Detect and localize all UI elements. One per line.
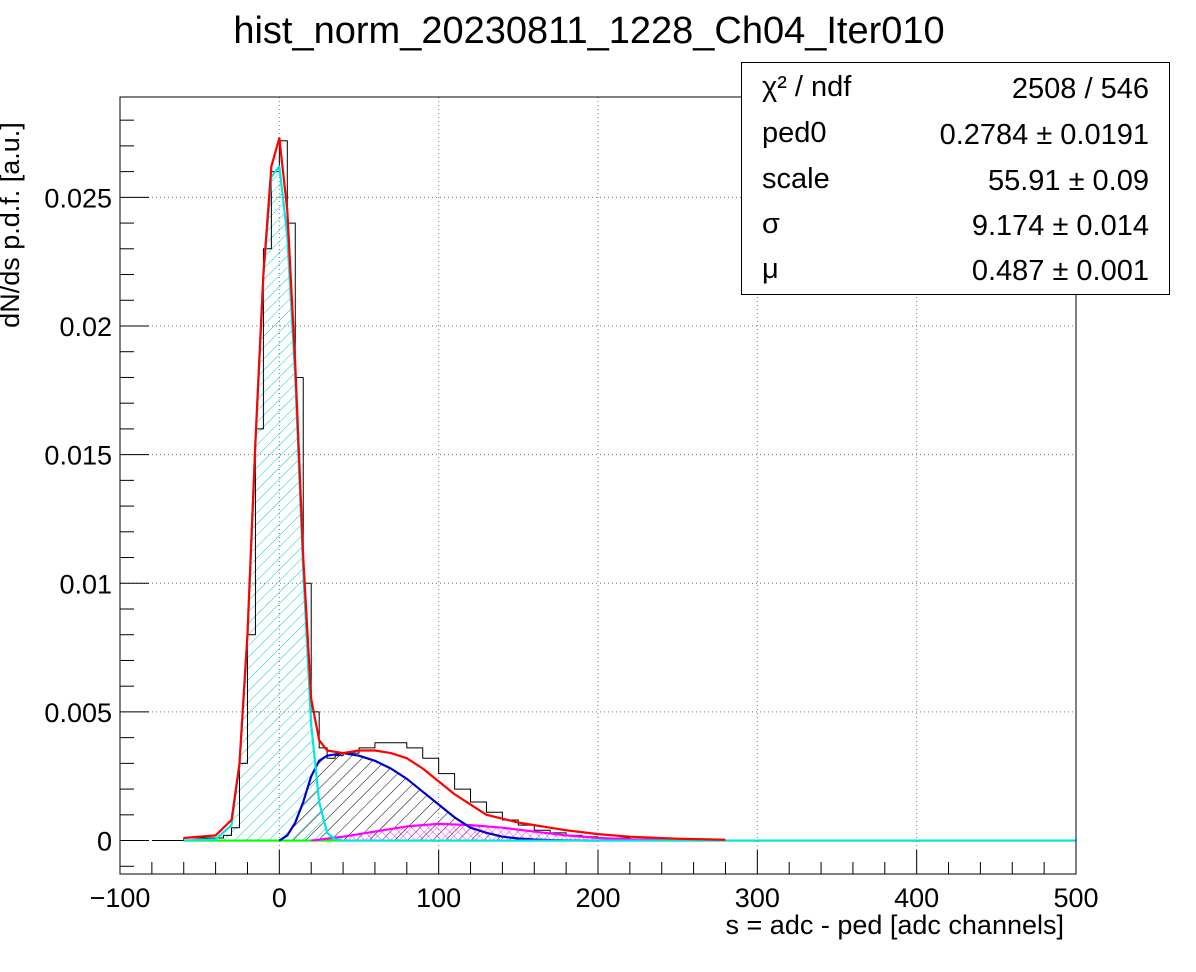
x-tick-label: 300 (735, 883, 780, 913)
x-tick-label: 0 (272, 883, 287, 913)
stat-name: μ (762, 253, 779, 285)
component-fill-pedestal (183, 166, 1076, 841)
stat-name: σ (762, 208, 780, 240)
stat-row-ped0: ped0 0.2784 ± 0.0191 (742, 113, 1169, 159)
stat-value: 55.91 ± 0.09 (987, 165, 1149, 197)
series-total-fit (183, 137, 726, 841)
series-layer (151, 137, 1076, 842)
chart-title: hist_norm_20230811_1228_Ch04_Iter010 (233, 10, 945, 52)
stat-row-mu: μ 0.487 ± 0.001 (742, 249, 1169, 295)
y-tick-label: 0.025 (44, 183, 112, 213)
x-tick-label: 100 (416, 883, 461, 913)
axes: −100 0 100 200 300 400 500 0 0.005 0.01 0.015 0.02 0… (44, 119, 1099, 913)
y-tick-label: 0.02 (59, 312, 112, 342)
y-axis-label: dN/ds p.d.f. [a.u.] (0, 122, 25, 328)
series-1-pe (278, 751, 599, 842)
x-tick-label: 500 (1053, 883, 1098, 913)
stat-value: 0.2784 ± 0.0191 (939, 119, 1149, 151)
x-axis-label: s = adc - ped [adc channels] (725, 910, 1064, 940)
stat-name: scale (762, 163, 830, 195)
stat-name: ped0 (762, 117, 827, 149)
stat-value: 2508 / 546 (1011, 73, 1149, 105)
stat-value: 0.487 ± 0.001 (971, 255, 1149, 287)
y-tick-label: 0.005 (44, 698, 112, 728)
stat-row-sigma: σ 9.174 ± 0.014 (742, 204, 1169, 250)
y-tick-label: 0.015 (44, 441, 112, 471)
stat-value: 9.174 ± 0.014 (971, 210, 1149, 242)
x-tick-label: 200 (575, 883, 620, 913)
stat-row-scale: scale 55.91 ± 0.09 (742, 159, 1169, 205)
x-tick-label: 400 (894, 883, 939, 913)
fit-stats-box: χ² / ndf 2508 / 546 ped0 0.2784 ± 0.0191… (741, 62, 1170, 295)
component-fill-1-pe (279, 753, 598, 841)
y-tick-label: 0 (97, 827, 112, 857)
stat-name: χ² / ndf (762, 71, 852, 103)
series-2-pe (311, 822, 678, 842)
stat-row-chi2: χ² / ndf 2508 / 546 (742, 67, 1169, 113)
x-tick-label: −100 (90, 883, 151, 913)
y-tick-label: 0.01 (59, 569, 112, 599)
